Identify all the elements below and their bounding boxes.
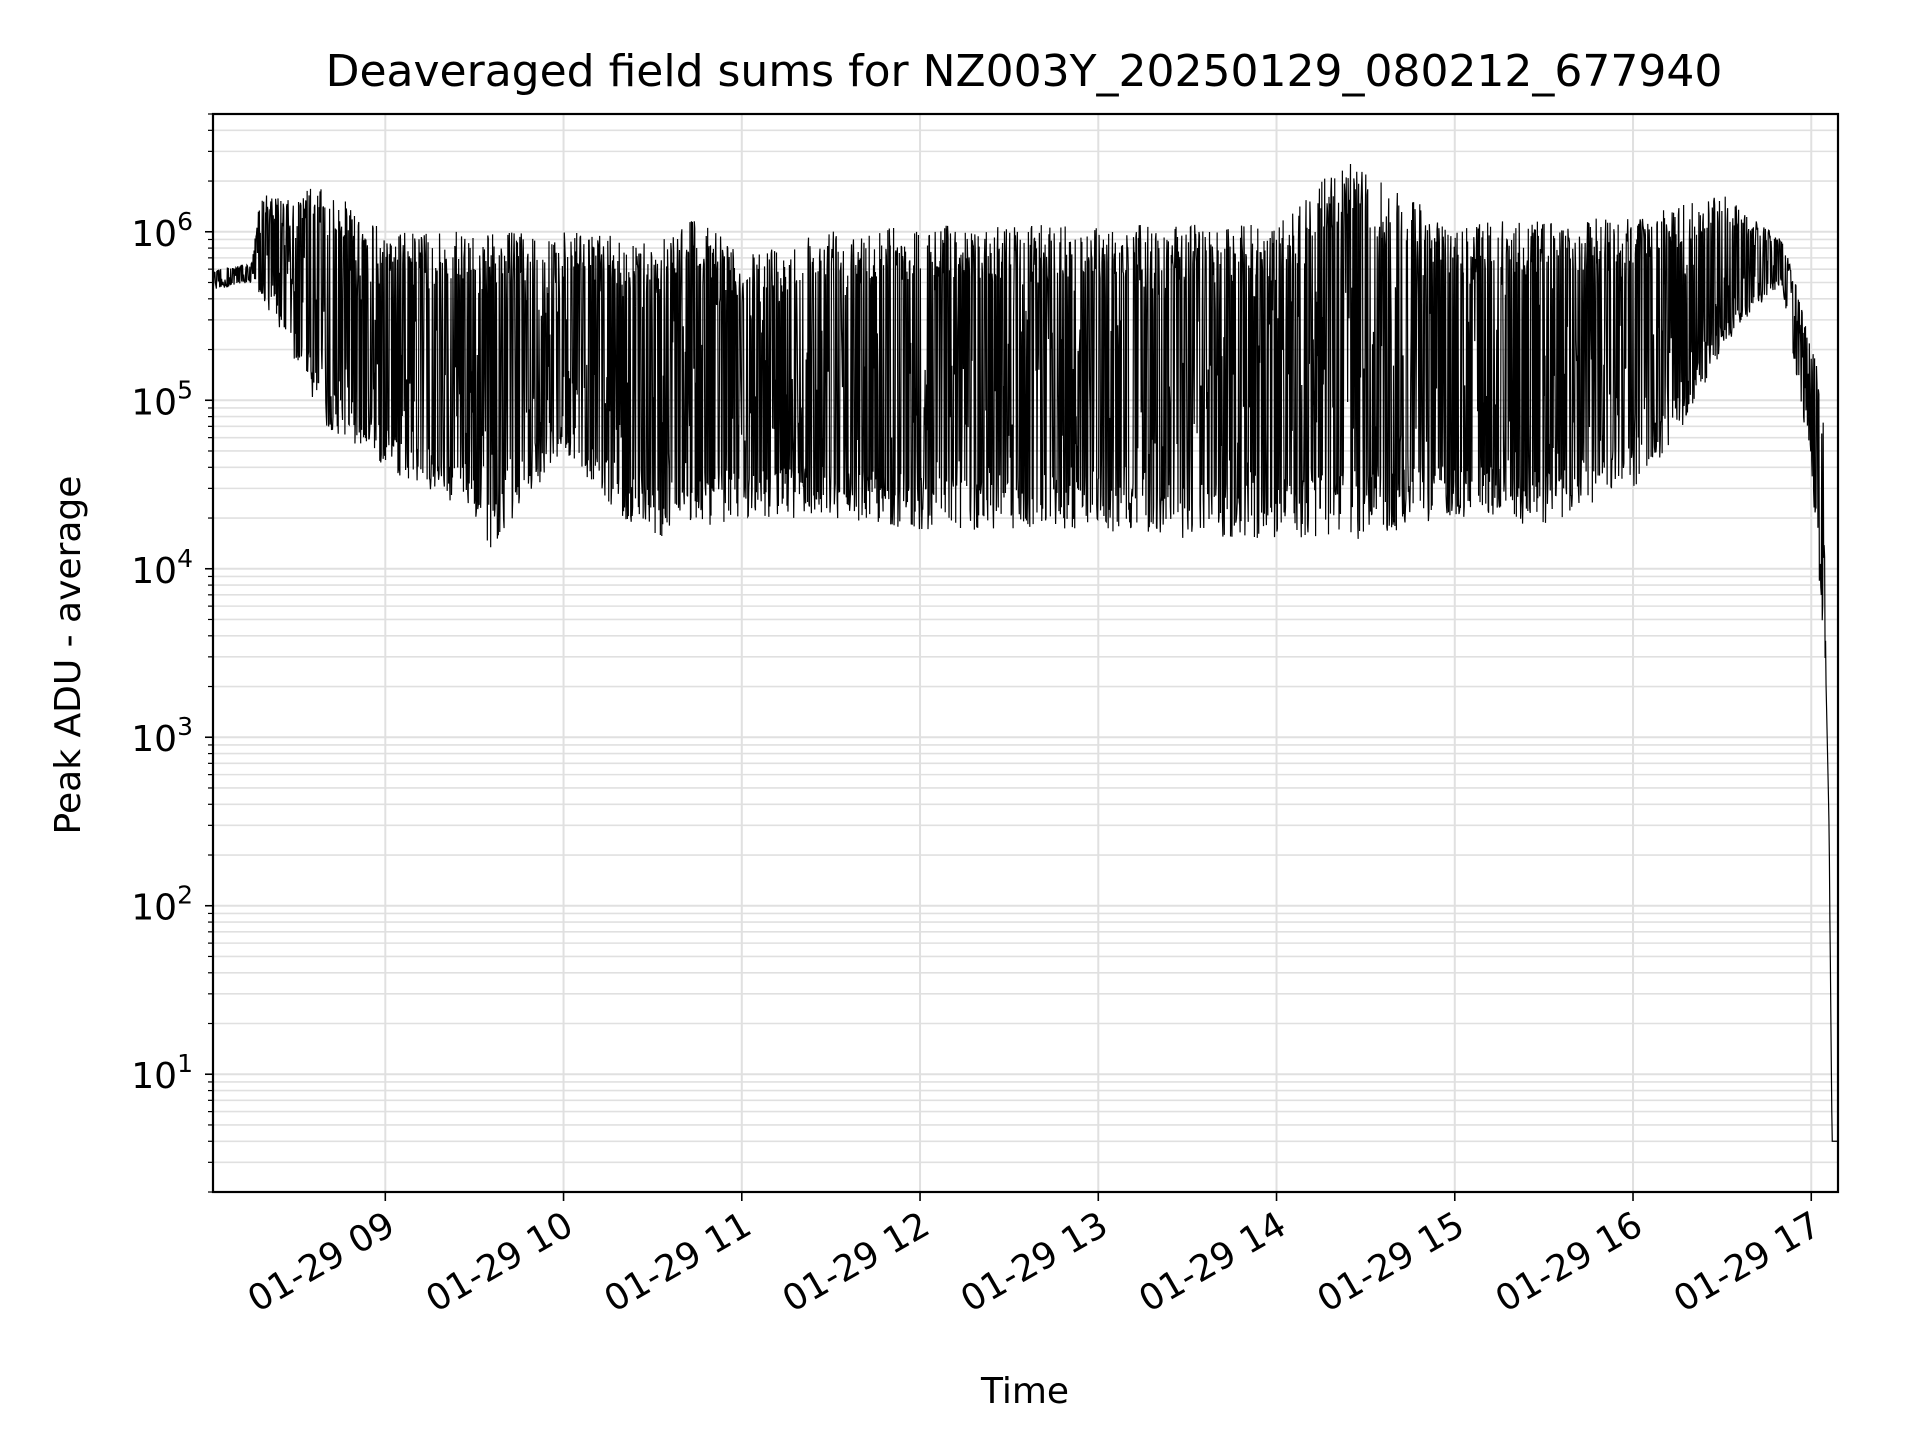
plot-area (213, 163, 1838, 1142)
y-tick-label: 106 (131, 207, 193, 255)
y-tick-label: 101 (131, 1049, 193, 1097)
plot-frame (211, 112, 1840, 1194)
y-tick-label: 105 (131, 375, 193, 423)
y-tick-label: 102 (131, 881, 193, 929)
y-tick-label: 103 (131, 712, 193, 760)
chart-title: Deaveraged field sums for NZ003Y_2025012… (326, 46, 1723, 97)
x-axis-label: Time (980, 1371, 1069, 1412)
y-axis-label: Peak ADU - average (48, 476, 89, 835)
y-tick-label: 104 (131, 544, 193, 592)
series-line (213, 163, 1838, 1142)
